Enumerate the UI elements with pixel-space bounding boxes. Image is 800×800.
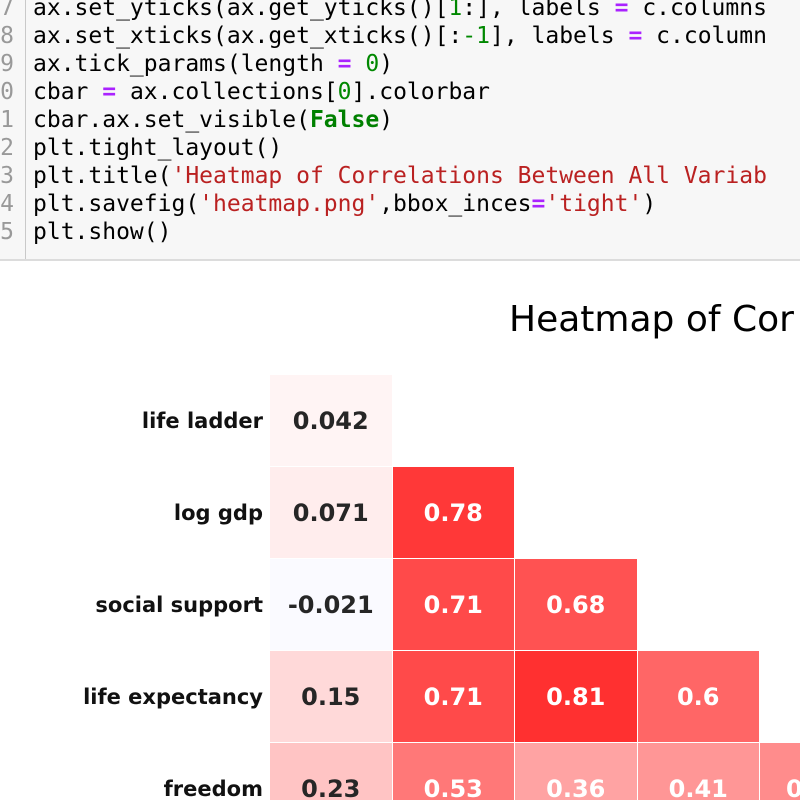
heatmap-cell: 0.71: [392, 651, 515, 743]
code-token: False: [309, 107, 380, 133]
heatmap-cell: 0.042: [270, 375, 393, 467]
code-text: plt.tight_layout(): [33, 134, 282, 162]
heatmap-cell: 0.41: [637, 743, 760, 800]
code-token: plt.title(: [33, 163, 172, 189]
line-number: 5: [0, 219, 14, 245]
line-number: 3: [0, 163, 14, 189]
line-number: 7: [0, 0, 14, 21]
code-token: ax.set_xticks(ax.get_xticks()[:: [33, 23, 463, 49]
cell-value-label: 0: [786, 774, 800, 800]
code-token: =: [614, 0, 629, 21]
heatmap-cell: -0.021: [270, 559, 393, 651]
row-label: life expectancy: [83, 685, 263, 709]
line-number: 1: [0, 107, 14, 133]
cell-value-label: 0.68: [546, 590, 606, 619]
heatmap-cell: 0.071: [270, 467, 393, 559]
code-token: 'tight': [545, 191, 643, 217]
code-token: :], labels: [462, 0, 615, 21]
code-line[interactable]: 4 plt.savefig('heatmap.png',bbox_inces='t…: [0, 190, 800, 218]
code-text: ax.set_yticks(ax.get_yticks()[1:], label…: [33, 0, 767, 22]
line-number: 0: [0, 79, 14, 105]
code-token: ): [379, 51, 394, 77]
cell-value-label: 0.71: [423, 682, 483, 711]
code-token: 0: [337, 79, 352, 105]
code-text: ax.tick_params(length = 0): [33, 50, 393, 78]
code-text: plt.title('Heatmap of Correlations Betwe…: [33, 162, 767, 190]
heatmap-cell: 0.23: [270, 743, 393, 800]
code-text: ax.set_xticks(ax.get_xticks()[:-1], labe…: [33, 22, 767, 50]
cell-value-label: 0.23: [301, 774, 361, 800]
code-token: c.column: [642, 23, 767, 49]
line-number-gutter: [0, 0, 26, 259]
code-token: ): [642, 191, 657, 217]
heatmap-cell: 0: [760, 743, 800, 800]
code-token: cbar.ax.set_visible(: [33, 107, 310, 133]
heatmap-cell: 0.81: [515, 651, 638, 743]
cell-value-label: 0.15: [301, 682, 361, 711]
heatmap-cell: 0.6: [637, 651, 760, 743]
heatmap-cell: 0.78: [392, 467, 515, 559]
code-line[interactable]: 2 plt.tight_layout(): [0, 134, 800, 162]
code-token: =: [531, 191, 546, 217]
code-text: plt.show(): [33, 218, 171, 246]
cell-value-label: 0.41: [668, 774, 728, 800]
code-token: cbar: [33, 79, 103, 105]
code-line[interactable]: 8 ax.set_xticks(ax.get_xticks()[:-1], lab…: [0, 22, 800, 50]
code-line[interactable]: 3 plt.title('Heatmap of Correlations Betw…: [0, 162, 800, 190]
cell-value-label: 0.6: [676, 682, 720, 711]
code-token: 0: [365, 51, 380, 77]
code-token: ], labels: [489, 23, 629, 49]
line-number: 9: [0, 51, 14, 77]
code-token: -1: [462, 23, 490, 49]
code-token: ax.tick_params(length: [33, 51, 338, 77]
figure-title: Heatmap of Cor: [509, 299, 794, 340]
code-token: ,bbox_inces: [379, 191, 532, 217]
code-token: c.columns: [628, 0, 767, 21]
line-number: 4: [0, 191, 14, 217]
code-text: cbar.ax.set_visible(False): [33, 106, 393, 134]
code-line[interactable]: 7 ax.set_yticks(ax.get_yticks()[1:], labe…: [0, 0, 800, 22]
heatmap-cell: 0.68: [515, 559, 638, 651]
row-label: freedom: [163, 777, 263, 800]
code-token: =: [337, 51, 352, 77]
cell-value-label: 0.36: [546, 774, 606, 800]
code-text: cbar = ax.collections[0].colorbar: [33, 78, 490, 106]
code-token: 1: [448, 0, 463, 21]
cell-value-label: -0.021: [287, 590, 374, 619]
code-line[interactable]: 5 plt.show(): [0, 218, 800, 246]
cell-value-label: 0.53: [423, 774, 483, 800]
code-token: plt.tight_layout(): [33, 135, 283, 161]
cell-value-label: 0.78: [423, 498, 483, 527]
heatmap-cell: 0.53: [392, 743, 515, 800]
row-label: log gdp: [173, 501, 263, 525]
code-line[interactable]: 1 cbar.ax.set_visible(False): [0, 106, 800, 134]
heatmap-cell: 0.15: [270, 651, 393, 743]
cell-value-label: 0.071: [292, 498, 369, 527]
heatmap-cell: 0.36: [515, 743, 638, 800]
code-token: 'heatmap.png': [199, 191, 380, 217]
line-number: 2: [0, 135, 14, 161]
code-token: ax.collections[: [116, 79, 338, 105]
code-line[interactable]: 0 cbar = ax.collections[0].colorbar: [0, 78, 800, 106]
code-token: plt.savefig(: [33, 191, 200, 217]
code-token: 'Heatmap of Correlations Between All Var…: [171, 163, 767, 189]
code-token: ): [379, 107, 394, 133]
code-cell[interactable]: 7 ax.set_yticks(ax.get_yticks()[1:], labe…: [0, 0, 800, 261]
code-line[interactable]: 9 ax.tick_params(length = 0): [0, 50, 800, 78]
code-token: ax.set_yticks(ax.get_yticks()[: [33, 0, 449, 21]
cell-value-label: 0.81: [546, 682, 606, 711]
code-text: plt.savefig('heatmap.png',bbox_inces='ti…: [33, 190, 656, 218]
row-label: life ladder: [141, 409, 263, 433]
cell-value-label: 0.71: [423, 590, 483, 619]
code-token: plt.show(): [33, 219, 172, 245]
code-token: ].colorbar: [351, 79, 491, 105]
cell-value-label: 0.042: [292, 406, 369, 435]
row-label: social support: [95, 593, 263, 617]
line-number: 8: [0, 23, 14, 49]
heatmap-cell: 0.71: [392, 559, 515, 651]
code-token: =: [628, 23, 643, 49]
code-token: =: [102, 79, 117, 105]
